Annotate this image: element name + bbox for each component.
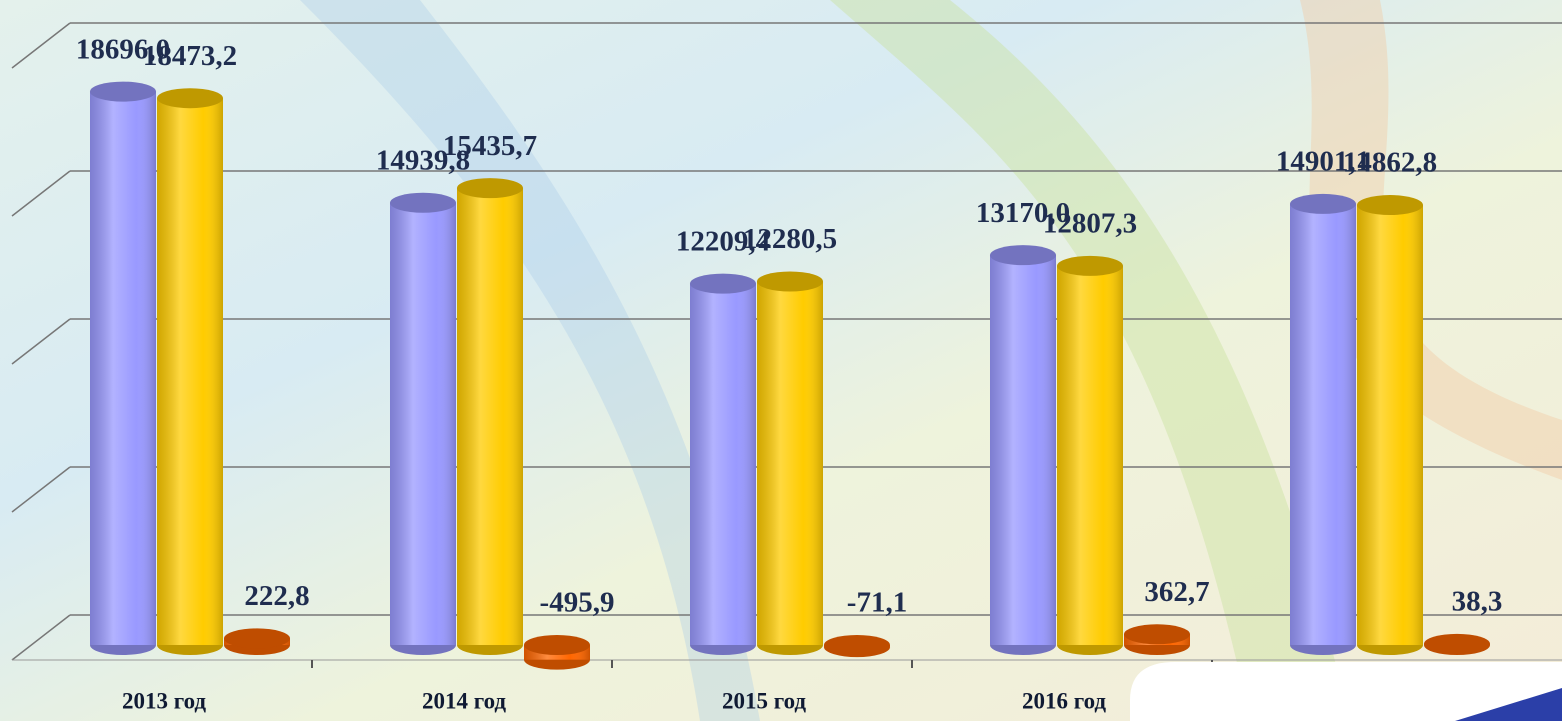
- value-label: 12807,3: [1043, 208, 1137, 240]
- cylinder-top: [224, 628, 290, 649]
- cylinder: [457, 178, 523, 655]
- value-label: 13170,0: [976, 197, 1070, 229]
- x-tick-label: 2015 год: [722, 688, 806, 713]
- bar-shade: [1290, 203, 1356, 646]
- bar-shade: [757, 281, 823, 645]
- grid-line-side: [11, 614, 71, 661]
- cylinder-top: [1057, 255, 1123, 276]
- bar-shade: [990, 255, 1056, 645]
- value-label: 18696,0: [76, 33, 170, 65]
- cylinder: [990, 245, 1056, 655]
- cylinder-top: [824, 635, 890, 655]
- plot: 2013 год 2014 год 2015 год 2016 год18696,01…: [11, 22, 1562, 713]
- cylinder-top: [90, 81, 156, 102]
- cylinder-top: [524, 635, 590, 655]
- cylinder: [1424, 633, 1490, 655]
- bar-shade: [690, 283, 756, 645]
- bar-shade: [390, 202, 456, 645]
- cylinder-top: [457, 178, 523, 199]
- value-label: 222,8: [244, 580, 309, 612]
- cylinder-top: [1124, 624, 1190, 645]
- cylinder: [157, 88, 223, 655]
- cylinder: [690, 273, 756, 655]
- bar-shade: [157, 98, 223, 645]
- cylinder: [757, 271, 823, 655]
- cylinder: [524, 635, 590, 670]
- cylinder-top: [1424, 633, 1490, 654]
- background-swirl: [830, 0, 1350, 721]
- x-tick-label: 2013 год: [122, 688, 206, 713]
- value-label: -495,9: [540, 587, 615, 619]
- cylinder-top: [157, 88, 223, 109]
- cylinder: [1124, 624, 1190, 655]
- value-label: 14901,1: [1276, 146, 1370, 178]
- value-label: 362,7: [1144, 576, 1209, 608]
- overlay-panel: [1130, 662, 1562, 721]
- cylinder-top: [757, 271, 823, 292]
- value-label: 12209,4: [676, 225, 770, 257]
- cylinder: [90, 81, 156, 655]
- grid-line-side: [11, 22, 71, 69]
- cylinder: [1057, 255, 1123, 655]
- cylinder-top: [1290, 193, 1356, 214]
- bar-shade: [1057, 265, 1123, 645]
- cylinder: [1357, 195, 1423, 655]
- cylinder-top: [690, 273, 756, 294]
- value-label: -71,1: [847, 587, 907, 619]
- grid-line-side: [11, 170, 71, 217]
- value-label: 15435,7: [443, 130, 537, 162]
- bar-shade: [1357, 205, 1423, 645]
- cylinder: [224, 628, 290, 655]
- value-label: 12280,5: [743, 223, 837, 255]
- bar-shade: [457, 188, 523, 646]
- cylinder-top: [990, 245, 1056, 266]
- cylinder: [824, 635, 890, 658]
- overlay-triangle: [1455, 688, 1562, 721]
- x-tick-label: 2014 год: [422, 688, 506, 713]
- value-label: 14939,8: [376, 144, 470, 176]
- value-label: 18473,2: [143, 40, 237, 72]
- cylinder-top: [1357, 195, 1423, 216]
- cylinder: [390, 192, 456, 655]
- value-label: 38,3: [1452, 586, 1503, 618]
- value-label: 14862,8: [1343, 147, 1437, 179]
- grid-line-side: [11, 466, 71, 513]
- cylinder-top: [390, 192, 456, 213]
- bar-shade: [90, 91, 156, 646]
- x-tick-label: 2016 год: [1022, 688, 1106, 713]
- cylinder: [1290, 193, 1356, 655]
- grid-line-side: [11, 318, 71, 365]
